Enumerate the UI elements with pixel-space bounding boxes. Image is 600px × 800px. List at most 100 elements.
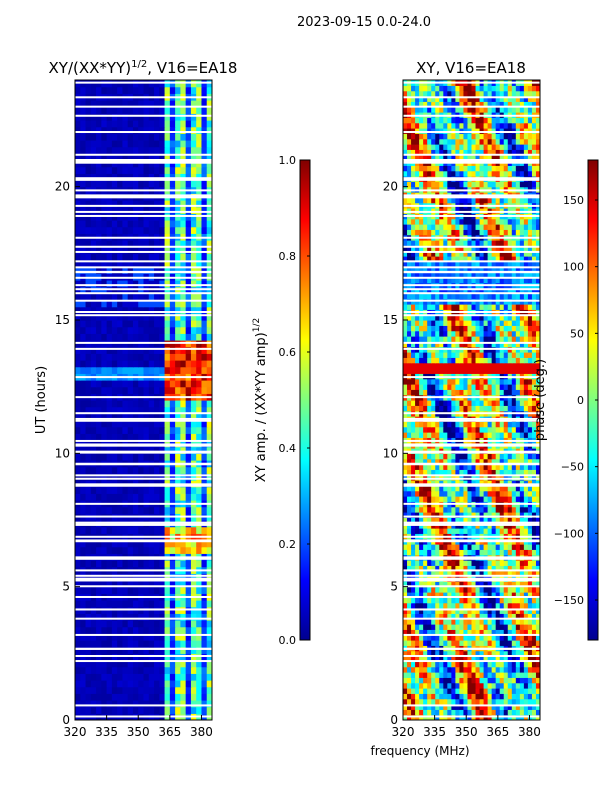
- panel1-cell: [169, 486, 176, 494]
- panel2-cell: [403, 677, 408, 684]
- panel1-cell: [196, 253, 203, 261]
- panel1-cell: [159, 506, 166, 514]
- panel2-cell: [531, 453, 537, 460]
- panel2-cell: [447, 640, 452, 646]
- panel1-cell: [132, 693, 139, 701]
- panel2-cell: [495, 485, 501, 492]
- panel1-cell: [117, 333, 124, 341]
- panel1-cell: [75, 226, 81, 234]
- panel1-cell: [138, 253, 145, 261]
- panel1-cell: [154, 346, 160, 354]
- panel1-cell: [90, 140, 97, 148]
- panel2-cell: [495, 469, 501, 476]
- panel1-cell: [175, 333, 181, 341]
- panel1-cell: [117, 226, 124, 234]
- panel1-cell: [111, 633, 118, 641]
- panel1-cell: [169, 380, 176, 388]
- panel1-flag-row: [75, 204, 212, 207]
- panel1-cell: [148, 673, 155, 681]
- panel1-cell: [148, 326, 155, 334]
- panel2-cell: [419, 464, 424, 470]
- panel1-cell: [201, 153, 208, 161]
- panel1-cell: [175, 573, 181, 581]
- panel2-cell: [471, 677, 477, 684]
- panel2-cell: [459, 666, 465, 673]
- panel1-cell: [132, 600, 139, 608]
- panel1-cell: [190, 100, 197, 108]
- panel1-cell: [122, 286, 129, 294]
- panel2-cell: [495, 368, 501, 374]
- panel1-cell: [143, 486, 150, 494]
- panel1-cell: [164, 446, 171, 454]
- panel2-cell: [427, 597, 432, 604]
- panel2-cell: [439, 597, 444, 604]
- panel2-cell: [431, 549, 436, 556]
- panel1-cell: [117, 113, 124, 121]
- panel1-cell: [127, 446, 134, 454]
- panel1-cell: [164, 293, 171, 301]
- panel2-cell: [519, 405, 525, 412]
- panel1-cell: [180, 366, 187, 374]
- panel1-cell: [90, 206, 97, 214]
- panel2-cell: [515, 581, 521, 588]
- panel2-cell: [523, 357, 529, 364]
- panel2-cell: [491, 496, 497, 502]
- panel1-cell: [164, 346, 171, 354]
- panel1-cell: [154, 660, 160, 668]
- panel2-cell: [475, 592, 481, 598]
- panel2-cell: [523, 618, 529, 625]
- panel1-cell: [80, 126, 87, 134]
- panel2-cell: [419, 688, 424, 694]
- panel2-cell: [483, 581, 489, 588]
- panel2-cell: [495, 672, 501, 678]
- panel1-cell: [111, 666, 118, 674]
- panel2-cell: [495, 661, 501, 668]
- panel1-cell: [96, 106, 102, 114]
- panel1-cell: [143, 120, 150, 128]
- figure-title: 2023-09-15 0.0-24.0: [297, 15, 431, 30]
- panel1-cell: [185, 400, 192, 408]
- panel2-cell: [499, 602, 505, 609]
- panel2-cell: [479, 560, 485, 566]
- panel1-cell: [75, 126, 81, 134]
- panel2-cell: [455, 597, 461, 604]
- panel1-cell: [117, 540, 124, 548]
- panel2-cell: [459, 560, 465, 566]
- panel1-cell: [164, 280, 171, 288]
- panel1-cell: [201, 253, 208, 261]
- panel1-cell: [148, 426, 155, 434]
- panel1-flag-row: [75, 194, 212, 197]
- panel1-cell: [101, 446, 108, 454]
- panel2-cell: [447, 666, 452, 673]
- panel2-cell: [443, 485, 448, 492]
- panel1-cell: [175, 326, 181, 334]
- panel1-cell: [190, 320, 197, 328]
- panel1-cell: [117, 293, 124, 301]
- panel1-cell: [164, 633, 171, 641]
- panel1-cell: [106, 173, 113, 181]
- panel2-cell: [491, 565, 497, 572]
- panel2-cell: [423, 528, 428, 534]
- panel2-cell: [451, 453, 456, 460]
- panel1-cell: [90, 586, 97, 594]
- panel2-cell: [471, 570, 477, 577]
- panel2-cell: [443, 368, 448, 374]
- panel1-cell: [132, 140, 139, 148]
- panel2-cell: [483, 624, 489, 630]
- panel1-cell: [154, 706, 160, 714]
- panel2-cell: [535, 581, 540, 588]
- panel1-flag-row: [75, 556, 212, 559]
- panel1-cell: [164, 286, 171, 294]
- panel1-cell: [169, 100, 176, 108]
- panel1-cell: [138, 173, 145, 181]
- panel2-cell: [499, 597, 505, 604]
- panel1-cell: [111, 153, 118, 161]
- panel1-cell: [196, 366, 203, 374]
- panel2-cell: [419, 384, 424, 390]
- panel1-cell: [127, 200, 134, 208]
- panel1-cell: [90, 306, 97, 314]
- panel1-cell: [96, 546, 102, 554]
- panel1-cell: [132, 420, 139, 428]
- panel1-flag-row: [75, 311, 212, 313]
- panel2-cell: [431, 432, 436, 438]
